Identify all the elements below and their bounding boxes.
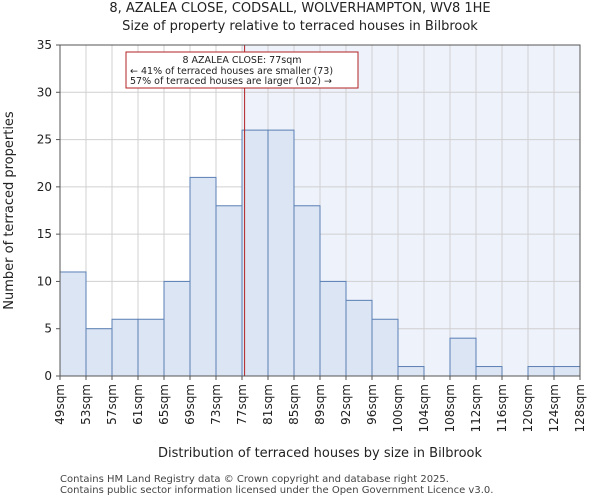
y-tick-label: 25: [37, 133, 52, 147]
x-tick-label: 112sqm: [469, 384, 483, 432]
bar: [319, 280, 347, 377]
bar: [59, 271, 87, 377]
x-tick-label: 128sqm: [573, 384, 587, 432]
bar: [345, 299, 373, 377]
x-tick-label: 73sqm: [209, 384, 223, 425]
x-ticks: 49sqm 53sqm 57sqm 61sqm 65sqm 69sqm 73sqm 77sqm…: [53, 376, 587, 432]
x-tick-label: 57sqm: [105, 384, 119, 425]
bar: [215, 205, 243, 377]
x-tick-label: 116sqm: [495, 384, 509, 432]
x-tick-label: 100sqm: [391, 384, 405, 432]
bar: [475, 366, 503, 377]
bar: [293, 205, 321, 377]
x-axis-label: Distribution of terraced houses by size …: [158, 446, 483, 461]
bar: [397, 366, 425, 377]
x-tick-label: 49sqm: [53, 384, 67, 425]
y-tick-label: 20: [37, 180, 52, 194]
x-tick-label: 124sqm: [547, 384, 561, 432]
bar: [163, 280, 191, 377]
annotation-line-3: 57% of terraced houses are larger (102) …: [130, 76, 332, 87]
bar: [449, 337, 477, 377]
x-tick-label: 89sqm: [313, 384, 327, 425]
x-tick-label: 81sqm: [261, 384, 275, 425]
annotation-line-2: ← 41% of terraced houses are smaller (73…: [130, 66, 333, 77]
bar: [85, 328, 113, 377]
y-tick-label: 15: [37, 227, 52, 241]
footer-line-2: Contains public sector information licen…: [60, 485, 494, 496]
bar: [189, 176, 217, 377]
y-axis-label: Number of terraced properties: [2, 111, 17, 310]
y-tick-label: 10: [37, 274, 52, 288]
chart-subtitle: Size of property relative to terraced ho…: [122, 19, 478, 34]
bar: [241, 129, 269, 377]
bar: [527, 366, 555, 377]
x-tick-label: 85sqm: [287, 384, 301, 425]
x-tick-label: 53sqm: [79, 384, 93, 425]
bar: [553, 366, 581, 377]
x-tick-label: 69sqm: [183, 384, 197, 425]
annotation-box: 8 AZALEA CLOSE: 77sqm ← 41% of terraced …: [125, 51, 359, 89]
x-tick-label: 77sqm: [235, 384, 249, 425]
bar: [137, 318, 165, 377]
bar: [371, 318, 399, 377]
annotation-line-1: 8 AZALEA CLOSE: 77sqm: [182, 55, 301, 66]
x-tick-label: 120sqm: [521, 384, 535, 432]
x-tick-label: 108sqm: [443, 384, 457, 432]
annotation-border: [125, 51, 359, 89]
x-tick-label: 65sqm: [157, 384, 171, 425]
bars: [59, 129, 581, 377]
x-tick-label: 104sqm: [417, 384, 431, 432]
bar: [111, 318, 139, 377]
y-tick-label: 30: [37, 85, 52, 99]
footer-line-1: Contains HM Land Registry data © Crown c…: [60, 474, 449, 485]
x-tick-label: 61sqm: [131, 384, 145, 425]
y-tick-label: 0: [44, 369, 52, 383]
chart-title: 8, AZALEA CLOSE, CODSALL, WOLVERHAMPTON,…: [109, 1, 491, 16]
bar: [267, 129, 295, 377]
y-ticks: 0 5 10 15 20 25 30 35: [37, 38, 60, 383]
x-tick-label: 92sqm: [339, 384, 353, 425]
x-tick-label: 96sqm: [365, 384, 379, 425]
y-tick-label: 35: [37, 38, 52, 52]
y-tick-label: 5: [44, 322, 52, 336]
